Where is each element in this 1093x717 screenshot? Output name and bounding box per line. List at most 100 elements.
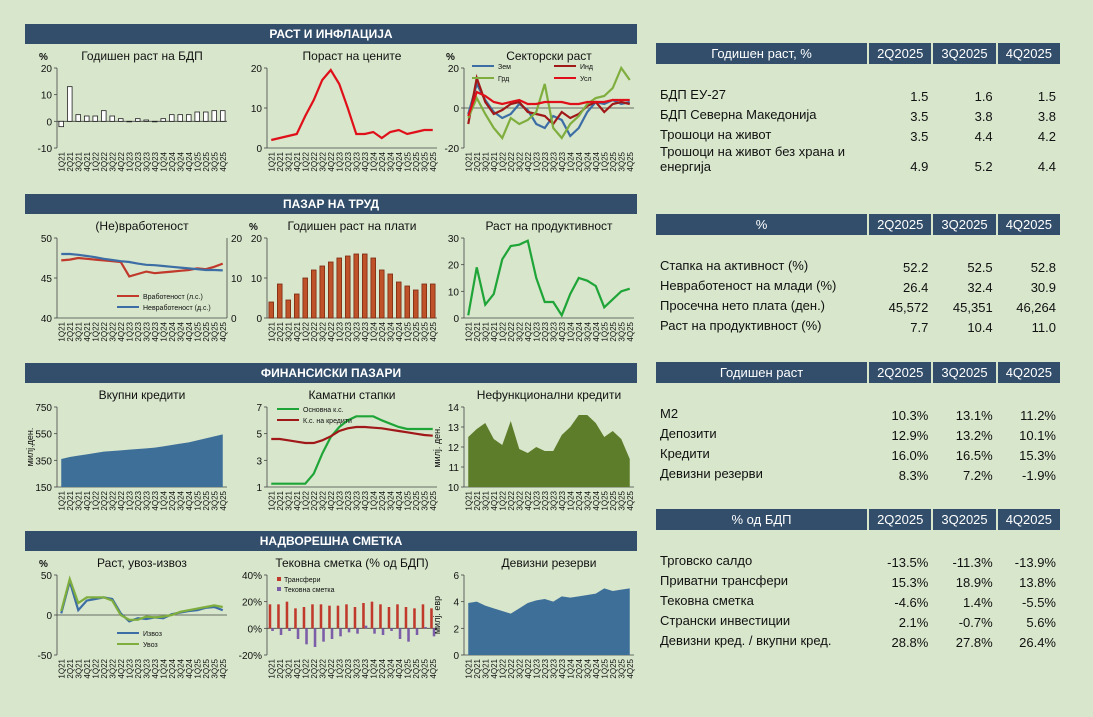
tick-label: 0% [248,624,263,635]
x-tick-label: 1Q21 [57,490,66,510]
bar [135,118,141,122]
x-tick-label: 3Q21 [481,658,490,678]
x-tick-label: 4Q23 [361,321,370,341]
x-tick-label: 3Q21 [74,658,83,678]
row-value: 16.5% [955,448,993,463]
x-tick-label: 1Q24 [566,658,575,678]
x-tick-label: 1Q25 [193,321,202,341]
row-value: 52.5 [967,260,993,275]
x-tick-label: 4Q22 [327,321,336,341]
x-tick-label: 2Q22 [310,321,319,341]
x-tick-label: 1Q21 [464,151,473,171]
bar [305,628,308,645]
tick-label: 10 [41,91,53,102]
tick-label: 20 [448,261,460,272]
x-tick-label: 1Q24 [566,321,575,341]
x-tick-label: 1Q22 [498,151,507,171]
row-label: Кредити [660,445,710,461]
row-value: 3.8 [1037,109,1056,124]
bar [75,114,81,122]
bar [379,604,382,629]
table-row: Кредити 16.0% 16.5% 15.3% [656,443,1060,464]
x-tick-label: 2Q25 [609,490,618,510]
table-header-period: 4Q2025 [996,509,1060,530]
x-tick-label: 3Q25 [617,321,626,341]
bar [404,607,408,629]
tick-label: 1 [256,483,262,494]
chart-credit: Вкупни кредити милј.ден. 150 350 550 750 1Q21 2… [25,385,228,511]
tick-label: 13 [448,423,460,434]
bar [186,114,192,122]
table-row: Просечна нето плата (ден.) 45,572 45,351 46… [656,295,1060,316]
x-tick-label: 2Q21 [66,490,75,510]
x-tick-label: 4Q22 [524,321,533,341]
x-tick-label: 2Q24 [575,658,584,678]
x-tick-label: 4Q21 [490,321,499,341]
x-tick-label: 2Q21 [276,321,285,341]
x-tick-label: 2Q22 [507,658,516,678]
x-tick-label: 2Q23 [541,658,550,678]
tick-label: 10 [448,287,460,298]
chart-title: Секторски раст [506,49,592,63]
bar [302,607,306,629]
row-value: 4.4 [1037,159,1056,174]
legend-label: Трансфери [284,577,321,584]
x-tick-label: 3Q21 [74,490,83,510]
x-tick-label: 2Q25 [412,321,421,341]
x-tick-label: 4Q23 [361,151,370,171]
x-tick-label: 1Q25 [193,658,202,678]
x-tick-label: 2Q23 [541,490,550,510]
bar [362,253,368,319]
bar [152,120,158,123]
row-value: 45,351 [952,300,993,315]
axis-label: милј. ден. [432,426,442,467]
x-tick-label: 2Q23 [344,490,353,510]
tick-label: 0 [453,314,459,325]
table-row: Трошоци на живот без храна и енергија 4.9… [656,144,1060,174]
bar [277,604,280,629]
bar [311,604,314,629]
table-row: Стапка на активност (%) 52.2 52.5 52.8 [656,255,1060,276]
row-label: Трошоци на живот без храна и енергија [660,144,845,174]
legend-label: Усл [580,76,592,83]
x-tick-label: 2Q23 [134,321,143,341]
tick-label: -50 [38,651,53,662]
chart-title: Раст, увоз-извоз [97,556,187,570]
x-tick-label: 1Q23 [125,490,134,510]
x-tick-label: 4Q25 [626,490,635,510]
row-value: 1.5 [910,89,929,104]
chart-gdp: Годишен раст на БДП% -10 0 10 20 1Q21 2Q21 3Q21… [25,46,228,172]
row-label: Тековна сметка [660,592,754,608]
x-tick-label: 3Q22 [318,658,327,678]
row-value: 26.4% [1019,635,1056,650]
bar [294,608,297,629]
tick-label: 6 [453,571,459,582]
tick-label: 11 [449,463,460,474]
x-tick-label: 1Q25 [600,490,609,510]
x-tick-label: 3Q25 [210,490,219,510]
legend-label: Тековна сметка [284,587,335,594]
tick-label: -20 [445,144,460,155]
chart-title: Каматни стапки [309,388,396,402]
table-growth: Годишен раст, % 2Q2025 3Q2025 4Q2025 БДП ЕУ-… [656,43,1060,174]
x-tick-label: 1Q22 [91,151,100,171]
row-label: Стапка на активност (%) [660,257,809,273]
x-tick-label: 4Q25 [219,658,228,678]
axis-label: милј. евр [432,596,442,634]
bar [319,604,323,629]
x-tick-label: 4Q23 [558,658,567,678]
x-tick-label: 2Q23 [134,658,143,678]
table-header-period: 2Q2025 [868,362,934,383]
bar [407,628,410,642]
row-value: 4.4 [974,129,993,144]
tick-label: 2 [453,624,459,635]
tick-label: 14 [448,403,460,414]
x-tick-label: 2Q21 [473,658,482,678]
table-row: Странски инвестиции 2.1% -0.7% 5.6% [656,610,1060,631]
bar [169,114,175,122]
x-tick-label: 4Q24 [185,658,194,678]
legend-label: Увоз [143,642,158,649]
row-label: Приватни трансфери [660,572,789,588]
tick-label: 10 [448,483,460,494]
bar [421,283,427,319]
